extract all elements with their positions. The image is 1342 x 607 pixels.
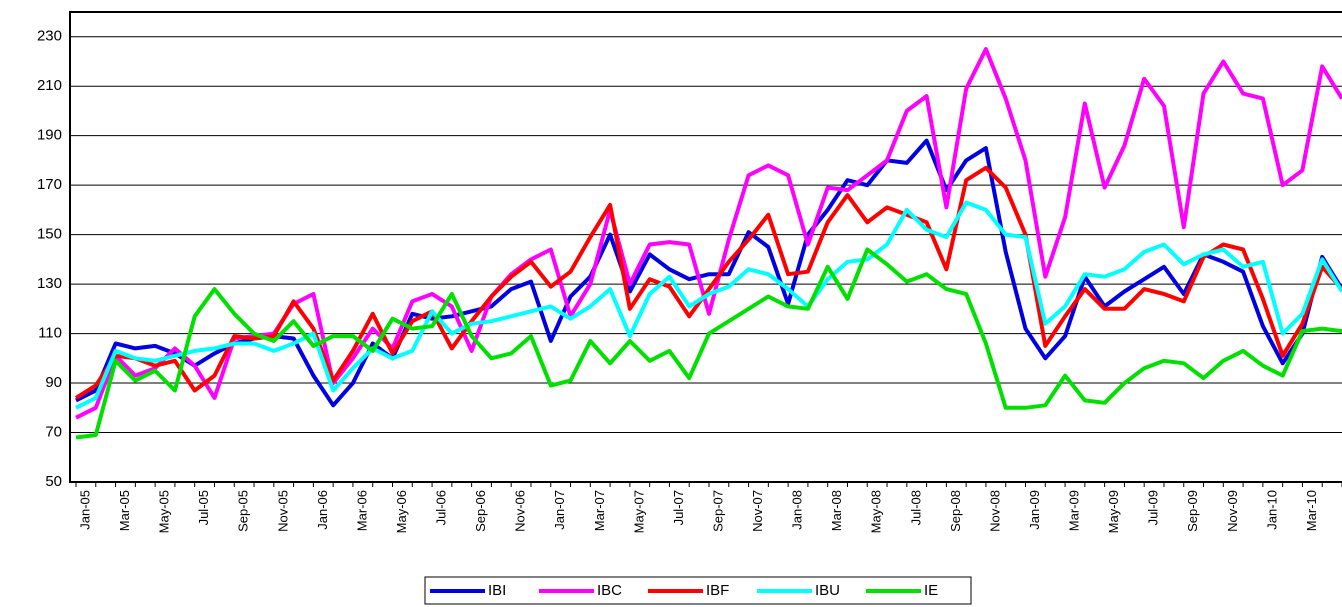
x-tick-label: Sep-08 (948, 490, 963, 532)
legend-label: IBC (597, 582, 622, 599)
y-tick-label: 190 (37, 127, 62, 144)
x-tick-label: Nov-09 (1225, 490, 1240, 532)
y-tick-label: 130 (37, 275, 62, 292)
x-tick-label: Nov-08 (987, 490, 1002, 532)
legend-label: IE (924, 582, 938, 599)
series-line (75, 200, 1342, 410)
x-tick-label: Mar-07 (592, 490, 607, 531)
series-line (75, 247, 1342, 440)
y-tick-label: 90 (45, 374, 62, 391)
x-tick-label: Mar-05 (117, 490, 132, 531)
x-tick-label: Mar-10 (1304, 490, 1319, 531)
legend-label: IBF (706, 582, 729, 599)
x-tick-label: May-06 (394, 490, 409, 533)
x-tick-label: May-08 (869, 490, 884, 533)
x-tick-label: Jan-07 (552, 490, 567, 530)
x-tick-label: Mar-09 (1067, 490, 1082, 531)
x-tick-label: Jul-06 (434, 490, 449, 525)
x-tick-label: May-05 (157, 490, 172, 533)
y-tick-label: 170 (37, 176, 62, 193)
y-tick-label: 70 (45, 423, 62, 440)
x-tick-label: Nov-06 (513, 490, 528, 532)
x-tick-label: Mar-08 (829, 490, 844, 531)
x-tick-label: Jan-09 (1027, 490, 1042, 530)
x-tick-label: May-07 (631, 490, 646, 533)
legend-label: IBU (815, 582, 840, 599)
legend-label: IBI (488, 582, 506, 599)
x-tick-label: Mar-06 (354, 490, 369, 531)
x-tick-label: Jul-09 (1146, 490, 1161, 525)
x-tick-label: Jan-05 (77, 490, 92, 530)
x-tick-label: Jul-08 (908, 490, 923, 525)
x-tick-label: Nov-07 (750, 490, 765, 532)
x-tick-label: Sep-05 (236, 490, 251, 532)
y-tick-label: 230 (37, 28, 62, 45)
x-tick-label: Sep-06 (473, 490, 488, 532)
x-tick-label: Jan-06 (315, 490, 330, 530)
x-tick-label: May-09 (1106, 490, 1121, 533)
x-tick-label: Sep-09 (1185, 490, 1200, 532)
legend: IBI IBC IBF IBU IE (424, 576, 972, 605)
y-tick-label: 50 (45, 473, 62, 490)
series-line (75, 138, 1342, 408)
x-tick-label: Sep-07 (710, 490, 725, 532)
y-tick-label: 110 (38, 325, 62, 342)
y-tick-label: 210 (37, 77, 62, 94)
series-line (74, 165, 1342, 400)
x-tick-label: Jan-10 (1264, 490, 1279, 530)
x-tick-label: Jan-08 (790, 490, 805, 530)
plot-area (69, 11, 1342, 483)
x-tick-label: Jul-05 (196, 490, 211, 525)
x-tick-label: Jul-07 (671, 490, 686, 525)
y-tick-label: 150 (37, 226, 62, 243)
x-tick-label: Nov-05 (275, 490, 290, 532)
